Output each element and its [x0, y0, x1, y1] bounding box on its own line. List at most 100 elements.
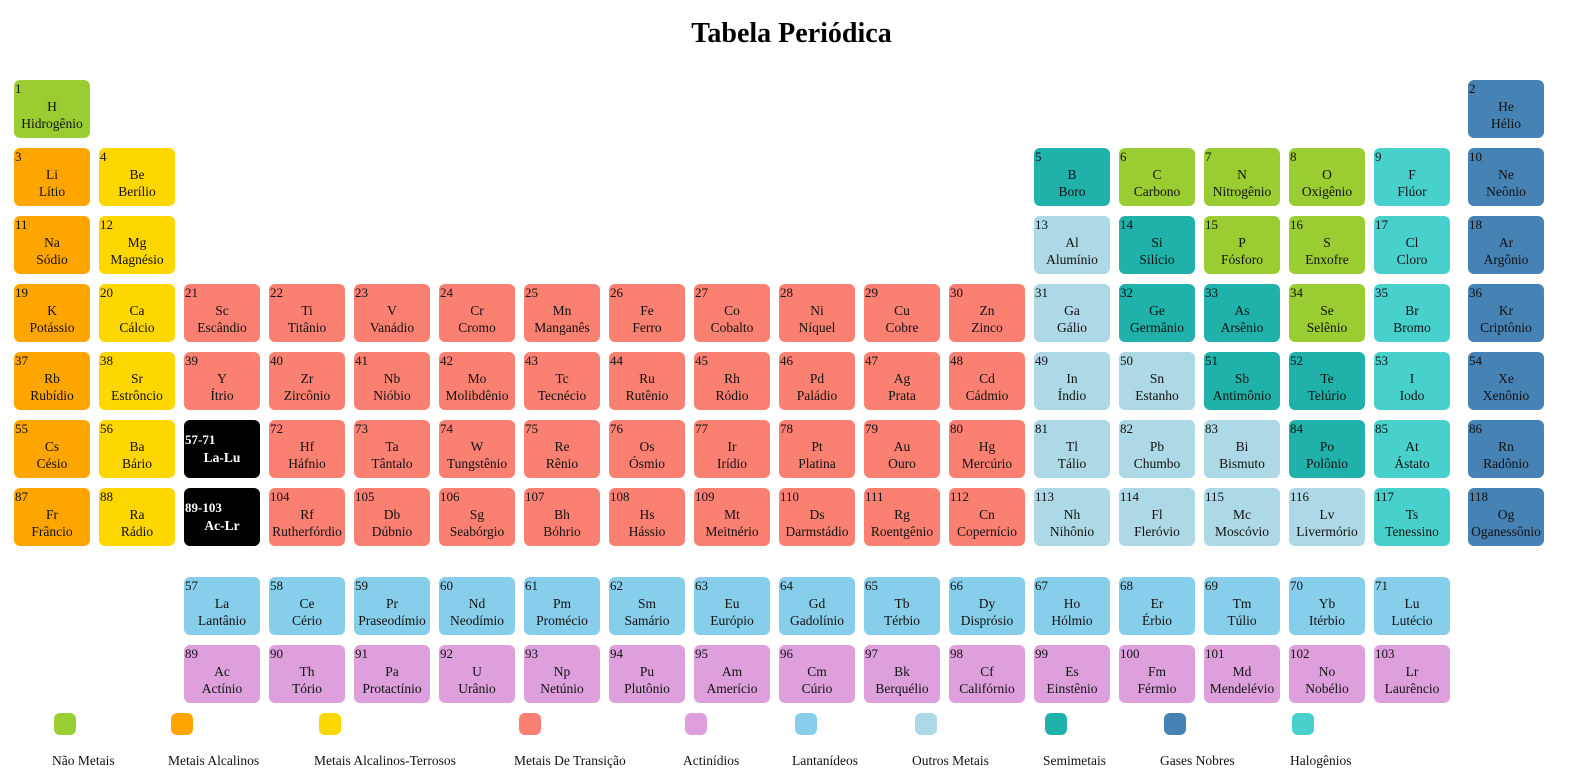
element-cell[interactable]: 27 Co Cobalto: [694, 284, 770, 342]
element-cell[interactable]: 9 F Flúor: [1374, 148, 1450, 206]
element-cell[interactable]: 64 Gd Gadolínio: [779, 577, 855, 635]
element-cell[interactable]: 34 Se Selênio: [1289, 284, 1365, 342]
element-cell[interactable]: 110 Ds Darmstádio: [779, 488, 855, 546]
element-cell[interactable]: 49 In Índio: [1034, 352, 1110, 410]
element-cell[interactable]: 18 Ar Argônio: [1468, 216, 1544, 274]
element-cell[interactable]: 86 Rn Radônio: [1468, 420, 1544, 478]
element-cell[interactable]: 2 He Hélio: [1468, 80, 1544, 138]
element-cell[interactable]: 23 V Vanádio: [354, 284, 430, 342]
element-cell[interactable]: 65 Tb Térbio: [864, 577, 940, 635]
element-cell[interactable]: 104 Rf Rutherfórdio: [269, 488, 345, 546]
element-cell[interactable]: 5 B Boro: [1034, 148, 1110, 206]
element-cell[interactable]: 50 Sn Estanho: [1119, 352, 1195, 410]
element-cell[interactable]: 107 Bh Bóhrio: [524, 488, 600, 546]
element-cell[interactable]: 117 Ts Tenessino: [1374, 488, 1450, 546]
element-cell[interactable]: 42 Mo Molibdênio: [439, 352, 515, 410]
element-cell[interactable]: 75 Re Rênio: [524, 420, 600, 478]
element-cell[interactable]: 26 Fe Ferro: [609, 284, 685, 342]
element-cell[interactable]: 115 Mc Moscóvio: [1204, 488, 1280, 546]
element-cell[interactable]: 113 Nh Nihônio: [1034, 488, 1110, 546]
element-cell[interactable]: 4 Be Berílio: [99, 148, 175, 206]
element-cell[interactable]: 24 Cr Cromo: [439, 284, 515, 342]
element-cell[interactable]: 74 W Tungstênio: [439, 420, 515, 478]
element-cell[interactable]: 8 O Oxigênio: [1289, 148, 1365, 206]
element-cell[interactable]: 105 Db Dúbnio: [354, 488, 430, 546]
element-cell[interactable]: 57 La Lantânio: [184, 577, 260, 635]
element-cell[interactable]: 95 Am Amerício: [694, 645, 770, 703]
series-placeholder-cell[interactable]: 89-103 Ac-Lr: [184, 488, 260, 546]
element-cell[interactable]: 103 Lr Laurêncio: [1374, 645, 1450, 703]
element-cell[interactable]: 3 Li Lítio: [14, 148, 90, 206]
element-cell[interactable]: 109 Mt Meitnério: [694, 488, 770, 546]
element-cell[interactable]: 21 Sc Escândio: [184, 284, 260, 342]
element-cell[interactable]: 6 C Carbono: [1119, 148, 1195, 206]
element-cell[interactable]: 32 Ge Germânio: [1119, 284, 1195, 342]
element-cell[interactable]: 44 Ru Rutênio: [609, 352, 685, 410]
element-cell[interactable]: 108 Hs Hássio: [609, 488, 685, 546]
element-cell[interactable]: 51 Sb Antimônio: [1204, 352, 1280, 410]
element-cell[interactable]: 83 Bi Bismuto: [1204, 420, 1280, 478]
element-cell[interactable]: 14 Si Silício: [1119, 216, 1195, 274]
element-cell[interactable]: 93 Np Netúnio: [524, 645, 600, 703]
element-cell[interactable]: 70 Yb Itérbio: [1289, 577, 1365, 635]
element-cell[interactable]: 13 Al Alumínio: [1034, 216, 1110, 274]
element-cell[interactable]: 67 Ho Hólmio: [1034, 577, 1110, 635]
element-cell[interactable]: 102 No Nobélio: [1289, 645, 1365, 703]
element-cell[interactable]: 68 Er Érbio: [1119, 577, 1195, 635]
element-cell[interactable]: 82 Pb Chumbo: [1119, 420, 1195, 478]
element-cell[interactable]: 19 K Potássio: [14, 284, 90, 342]
element-cell[interactable]: 52 Te Telúrio: [1289, 352, 1365, 410]
element-cell[interactable]: 100 Fm Férmio: [1119, 645, 1195, 703]
element-cell[interactable]: 79 Au Ouro: [864, 420, 940, 478]
element-cell[interactable]: 85 At Ástato: [1374, 420, 1450, 478]
element-cell[interactable]: 99 Es Einstênio: [1034, 645, 1110, 703]
element-cell[interactable]: 46 Pd Paládio: [779, 352, 855, 410]
element-cell[interactable]: 96 Cm Cúrio: [779, 645, 855, 703]
element-cell[interactable]: 66 Dy Disprósio: [949, 577, 1025, 635]
element-cell[interactable]: 87 Fr Frâncio: [14, 488, 90, 546]
element-cell[interactable]: 39 Y Ítrio: [184, 352, 260, 410]
element-cell[interactable]: 36 Kr Criptônio: [1468, 284, 1544, 342]
element-cell[interactable]: 78 Pt Platina: [779, 420, 855, 478]
element-cell[interactable]: 12 Mg Magnésio: [99, 216, 175, 274]
element-cell[interactable]: 61 Pm Promécio: [524, 577, 600, 635]
element-cell[interactable]: 31 Ga Gálio: [1034, 284, 1110, 342]
element-cell[interactable]: 47 Ag Prata: [864, 352, 940, 410]
element-cell[interactable]: 54 Xe Xenônio: [1468, 352, 1544, 410]
element-cell[interactable]: 77 Ir Irídio: [694, 420, 770, 478]
element-cell[interactable]: 71 Lu Lutécio: [1374, 577, 1450, 635]
element-cell[interactable]: 56 Ba Bário: [99, 420, 175, 478]
element-cell[interactable]: 17 Cl Cloro: [1374, 216, 1450, 274]
element-cell[interactable]: 1 H Hidrogênio: [14, 80, 90, 138]
element-cell[interactable]: 33 As Arsênio: [1204, 284, 1280, 342]
element-cell[interactable]: 7 N Nitrogênio: [1204, 148, 1280, 206]
element-cell[interactable]: 43 Tc Tecnécio: [524, 352, 600, 410]
element-cell[interactable]: 69 Tm Túlio: [1204, 577, 1280, 635]
element-cell[interactable]: 59 Pr Praseodímio: [354, 577, 430, 635]
element-cell[interactable]: 72 Hf Háfnio: [269, 420, 345, 478]
element-cell[interactable]: 80 Hg Mercúrio: [949, 420, 1025, 478]
element-cell[interactable]: 62 Sm Samário: [609, 577, 685, 635]
element-cell[interactable]: 40 Zr Zircônio: [269, 352, 345, 410]
element-cell[interactable]: 58 Ce Cério: [269, 577, 345, 635]
element-cell[interactable]: 53 I Iodo: [1374, 352, 1450, 410]
element-cell[interactable]: 37 Rb Rubídio: [14, 352, 90, 410]
element-cell[interactable]: 88 Ra Rádio: [99, 488, 175, 546]
element-cell[interactable]: 118 Og Oganessônio: [1468, 488, 1544, 546]
element-cell[interactable]: 16 S Enxofre: [1289, 216, 1365, 274]
element-cell[interactable]: 97 Bk Berquélio: [864, 645, 940, 703]
element-cell[interactable]: 89 Ac Actínio: [184, 645, 260, 703]
element-cell[interactable]: 29 Cu Cobre: [864, 284, 940, 342]
element-cell[interactable]: 38 Sr Estrôncio: [99, 352, 175, 410]
element-cell[interactable]: 76 Os Ósmio: [609, 420, 685, 478]
element-cell[interactable]: 98 Cf Califórnio: [949, 645, 1025, 703]
element-cell[interactable]: 63 Eu Európio: [694, 577, 770, 635]
element-cell[interactable]: 81 Tl Tálio: [1034, 420, 1110, 478]
element-cell[interactable]: 94 Pu Plutônio: [609, 645, 685, 703]
element-cell[interactable]: 101 Md Mendelévio: [1204, 645, 1280, 703]
element-cell[interactable]: 48 Cd Cádmio: [949, 352, 1025, 410]
element-cell[interactable]: 112 Cn Copernício: [949, 488, 1025, 546]
element-cell[interactable]: 10 Ne Neônio: [1468, 148, 1544, 206]
element-cell[interactable]: 35 Br Bromo: [1374, 284, 1450, 342]
element-cell[interactable]: 11 Na Sódio: [14, 216, 90, 274]
